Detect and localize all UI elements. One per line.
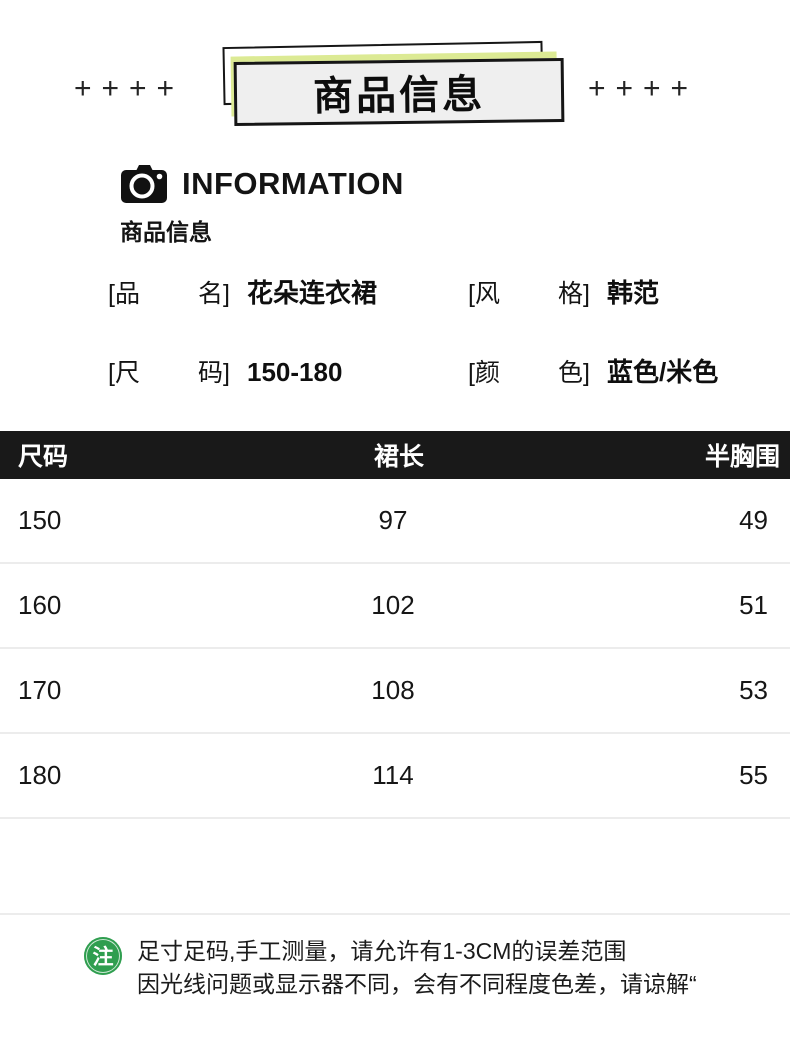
information-heading: INFORMATION 商品信息	[120, 164, 790, 247]
field-label: [品 名]	[108, 280, 230, 308]
field-size-range: [尺 码] 150-180	[108, 353, 468, 389]
camera-icon	[120, 164, 168, 204]
cell-length: 97	[378, 505, 408, 535]
information-title-en: INFORMATION	[182, 166, 404, 201]
note-badge-icon: 注	[84, 937, 122, 975]
measurement-note: 注 足寸足码,手工测量，请允许有1-3CM的误差范围 因光线问题或显示器不同，会…	[84, 935, 790, 1001]
field-product-name: [品 名] 花朵连衣裙	[108, 273, 468, 310]
column-header-size: 尺码	[18, 443, 69, 471]
page-title: 商品信息	[312, 72, 486, 120]
cell-size: 150	[18, 505, 62, 535]
field-label: [尺 码]	[108, 359, 230, 387]
cell-half-chest: 53	[739, 675, 768, 705]
table-row-empty	[0, 819, 790, 915]
cell-half-chest: 49	[739, 505, 768, 535]
cell-length: 108	[371, 675, 415, 705]
information-title-cn: 商品信息	[120, 219, 212, 245]
cell-length: 102	[371, 590, 415, 620]
table-row-170: 170 108 53	[0, 649, 790, 734]
cell-half-chest: 55	[739, 760, 768, 790]
field-value-size-range: 150-180	[247, 357, 343, 387]
field-value-color: 蓝色/米色	[607, 357, 719, 387]
hero-banner: ++++ 商品信息 ++++	[0, 0, 790, 152]
field-value-product-name: 花朵连衣裙	[247, 278, 378, 308]
field-label: [风 格]	[468, 280, 590, 308]
note-line-1: 足寸足码,手工测量，请允许有1-3CM的误差范围	[137, 938, 627, 964]
plus-decoration-left: ++++	[74, 72, 185, 105]
cell-half-chest: 51	[739, 590, 768, 620]
cell-size: 160	[18, 590, 62, 620]
cell-length: 114	[372, 760, 414, 790]
cell-size: 180	[18, 760, 62, 790]
title-card-front: 商品信息	[233, 57, 565, 127]
column-header-length: 裙长	[373, 443, 424, 471]
note-line-2: 因光线问题或显示器不同，会有不同程度色差，请谅解“	[137, 971, 697, 997]
field-color: [颜 色] 蓝色/米色	[468, 352, 718, 389]
table-row-150: 150 97 49	[0, 479, 790, 564]
field-value-style: 韩范	[607, 278, 660, 308]
product-fields: [品 名] 花朵连衣裙 [风 格] 韩范 [尺 码] 150-180 [颜 色]	[108, 273, 790, 389]
field-row-2: [尺 码] 150-180 [颜 色] 蓝色/米色	[108, 352, 790, 389]
field-label: [颜 色]	[468, 359, 590, 387]
table-row-160: 160 102 51	[0, 564, 790, 649]
table-row-180: 180 114 55	[0, 734, 790, 819]
size-table-header: 尺码 裙长 半胸围	[0, 431, 790, 479]
plus-decoration-right: ++++	[588, 72, 699, 105]
field-style: [风 格] 韩范	[468, 273, 659, 310]
note-text: 足寸足码,手工测量，请允许有1-3CM的误差范围 因光线问题或显示器不同，会有不…	[137, 935, 697, 1001]
field-row-1: [品 名] 花朵连衣裙 [风 格] 韩范	[108, 273, 790, 310]
cell-size: 170	[18, 675, 62, 705]
column-header-half-chest: 半胸围	[704, 443, 780, 471]
size-table: 尺码 裙长 半胸围 150 97 49 160 102 51 170 108 5…	[0, 431, 790, 915]
